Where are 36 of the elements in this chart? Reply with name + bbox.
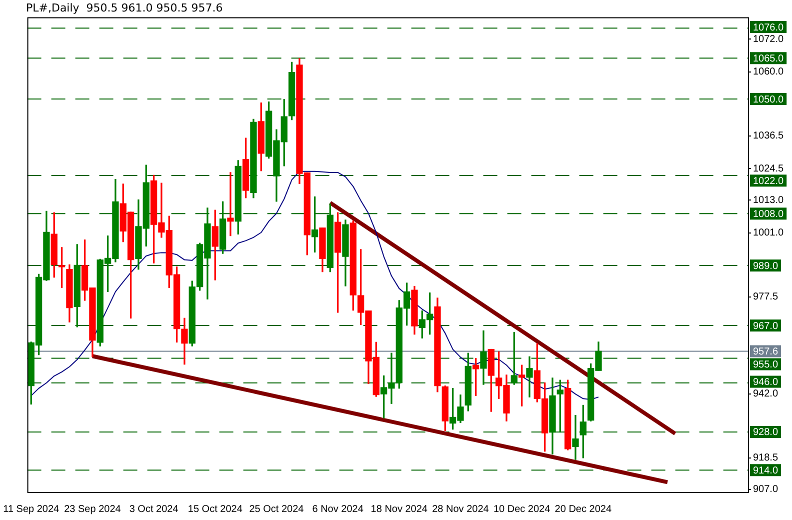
chart-title: PL#,Daily 950.5 961.0 950.5 957.6 (26, 1, 223, 14)
x-tick-label: 18 Nov 2024 (370, 504, 428, 515)
ref-line-label: 914.0 (753, 465, 778, 476)
y-tick-label: 907.0 (753, 484, 778, 496)
ref-line-label: 928.0 (753, 427, 778, 438)
x-tick-label: 15 Oct 2024 (188, 504, 243, 515)
ref-line-label: 957.6 (753, 346, 778, 358)
x-tick-label: 11 Sep 2024 (3, 504, 60, 515)
ref-line-label: 1065.0 (753, 53, 784, 64)
y-tick-label: 942.0 (753, 388, 778, 400)
y-tick-label: 1001.0 (753, 228, 784, 239)
candlestick (227, 172, 234, 236)
x-tick-label: 28 Nov 2024 (432, 504, 490, 515)
x-tick-label: 25 Oct 2024 (249, 504, 304, 515)
ref-line-label: 1050.0 (753, 94, 784, 106)
x-tick-label: 23 Sep 2024 (64, 504, 122, 515)
x-tick-label: 10 Dec 2024 (493, 504, 551, 515)
ref-line-label: 967.0 (753, 320, 778, 332)
candlestick (526, 356, 533, 398)
ref-line-label: 989.0 (753, 260, 778, 272)
y-tick-label: 1013.0 (753, 194, 784, 206)
y-tick-label: 1036.5 (753, 130, 784, 142)
y-tick-label: 1072.0 (753, 34, 784, 45)
candlestick (572, 414, 579, 460)
y-tick-label: 1060.0 (753, 66, 784, 78)
ref-line-label: 1022.0 (753, 176, 784, 187)
y-tick-label: 918.5 (753, 452, 778, 464)
ref-line-label: 946.0 (753, 377, 778, 388)
y-tick-label: 977.5 (753, 292, 778, 303)
x-tick-label: 6 Nov 2024 (312, 504, 364, 515)
ref-line-label: 955.0 (753, 359, 778, 370)
y-tick-label: 1024.5 (753, 163, 784, 174)
ref-line-label: 1008.0 (753, 208, 784, 220)
x-tick-label: 3 Oct 2024 (129, 504, 179, 515)
x-tick-label: 20 Dec 2024 (554, 504, 612, 515)
ref-line-label: 1076.0 (753, 22, 784, 34)
